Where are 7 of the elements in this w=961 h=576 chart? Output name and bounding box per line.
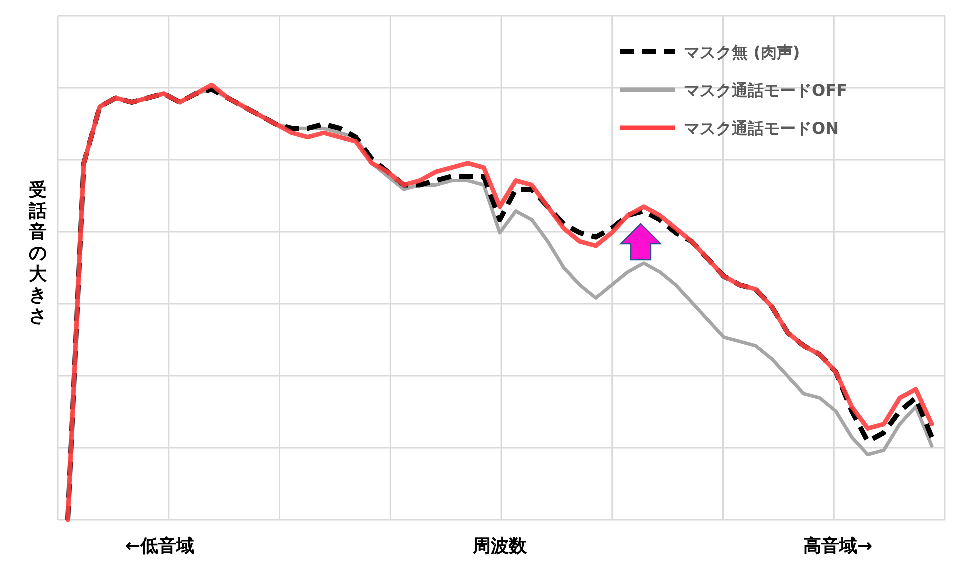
legend-label: マスク通話モードOFF xyxy=(684,81,848,100)
legend-label: マスク通話モードON xyxy=(684,119,839,138)
text: ←低音域 xyxy=(125,536,195,557)
legend-label: マスク無 (肉声) xyxy=(684,43,800,62)
x-axis-title: 周波数 xyxy=(472,536,528,557)
y-axis-title: 受話音の大きさ xyxy=(28,180,48,327)
text: 高音域→ xyxy=(803,536,873,557)
